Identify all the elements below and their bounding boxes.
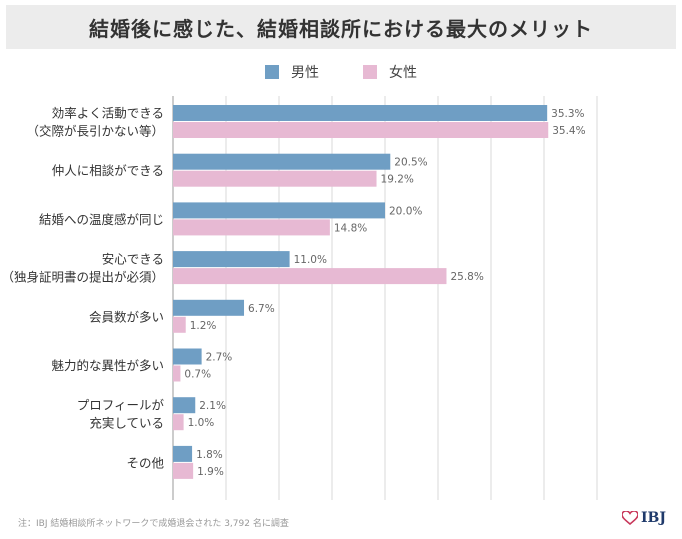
value-label-male: 6.7%: [248, 303, 275, 315]
bar-female: [173, 219, 330, 236]
bar-female: [173, 122, 549, 138]
value-label-female: 1.2%: [190, 320, 217, 332]
bar-female: [173, 170, 377, 187]
bar-female: [173, 462, 194, 479]
footnote: 注：IBJ 結婚相談所ネットワークで成婚退会された 3,792 名に調査: [18, 519, 289, 529]
category-label: プロフィールが: [77, 398, 165, 413]
value-label-male: 20.5%: [394, 157, 427, 169]
value-label-female: 35.4%: [552, 125, 585, 137]
bar-female: [173, 414, 184, 431]
value-label-female: 25.8%: [450, 271, 483, 283]
legend: 男性 女性: [0, 62, 682, 82]
bar-male: [173, 348, 202, 365]
bar-female: [173, 365, 181, 382]
legend-item-female: 女性: [363, 62, 417, 82]
category-label: 仲人に相談ができる: [52, 163, 164, 178]
legend-swatch-male: [265, 65, 279, 79]
logo: IBJ: [622, 510, 666, 526]
value-label-male: 2.7%: [206, 352, 233, 364]
category-label: その他: [126, 455, 164, 470]
bar-female: [173, 316, 186, 333]
value-label-female: 1.0%: [188, 417, 215, 429]
value-label-male: 11.0%: [294, 254, 327, 266]
value-label-female: 19.2%: [381, 174, 414, 186]
title-bar: 結婚後に感じた、結婚相談所における最大のメリット: [6, 5, 676, 49]
legend-label-female: 女性: [389, 65, 417, 81]
chart-title: 結婚後に感じた、結婚相談所における最大のメリット: [89, 16, 593, 41]
legend-swatch-female: [363, 65, 377, 79]
category-label: （交際が長引かない等）: [26, 124, 164, 139]
category-label: 安心できる: [102, 252, 164, 267]
heart-icon: [622, 511, 638, 525]
bar-male: [173, 445, 193, 462]
legend-label-male: 男性: [291, 65, 319, 81]
category-label: （独身証明書の提出が必須）: [1, 270, 164, 285]
category-label: 充実している: [89, 416, 164, 431]
value-label-male: 20.0%: [389, 205, 422, 217]
bar-male: [173, 202, 385, 219]
value-label-female: 14.8%: [334, 222, 367, 234]
legend-item-male: 男性: [265, 62, 319, 82]
category-label: 魅力的な異性が多い: [51, 358, 164, 373]
category-label: 結婚への温度感が同じ: [39, 212, 164, 227]
bar-male: [173, 153, 391, 170]
category-label: 会員数が多い: [89, 309, 164, 324]
bar-female: [173, 268, 447, 285]
category-label: 効率よく活動できる: [52, 106, 164, 121]
value-label-female: 1.9%: [197, 466, 224, 478]
bar-male: [173, 397, 196, 414]
logo-text: IBJ: [641, 510, 667, 526]
bar-male: [173, 251, 290, 268]
bar-male: [173, 299, 245, 316]
value-label-female: 0.7%: [184, 369, 211, 381]
bar-male: [173, 105, 548, 121]
value-label-male: 2.1%: [199, 400, 226, 412]
value-label-male: 35.3%: [551, 108, 584, 120]
value-label-male: 1.8%: [196, 449, 223, 461]
